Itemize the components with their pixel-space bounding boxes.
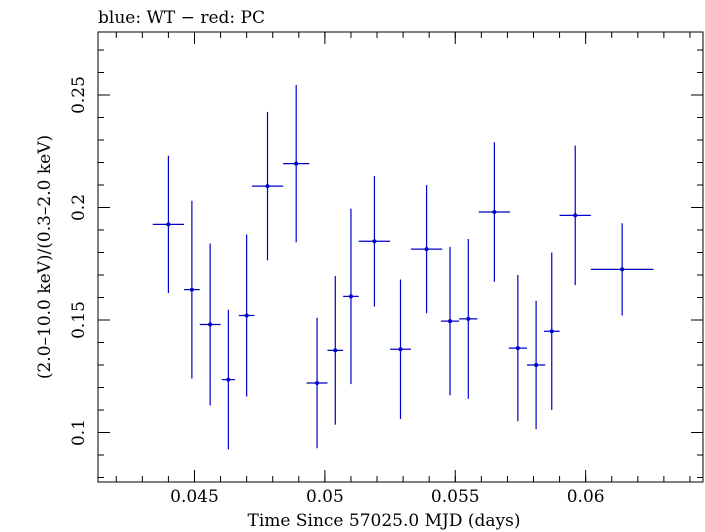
point-marker [226, 377, 231, 382]
data-point [390, 279, 411, 419]
data-point [327, 276, 344, 425]
data-series [152, 84, 654, 450]
point-marker [208, 322, 213, 327]
point-marker [294, 161, 299, 166]
point-marker [424, 247, 429, 252]
data-point [526, 300, 546, 430]
y-tick-label: 0.15 [69, 301, 89, 339]
point-marker [549, 329, 554, 334]
x-tick-label: 0.06 [567, 487, 605, 507]
axis-ticks [98, 32, 703, 482]
x-axis-label: Time Since 57025.0 MJD (days) [248, 511, 521, 531]
series-wt [152, 84, 654, 450]
point-marker [189, 287, 194, 292]
y-tick-label: 0.25 [69, 76, 89, 114]
data-point [478, 142, 511, 282]
point-marker [466, 316, 471, 321]
x-tick-label: 0.05 [306, 487, 344, 507]
point-marker [348, 294, 353, 299]
x-tick-label: 0.045 [170, 487, 219, 507]
data-point [559, 145, 591, 286]
data-point [590, 223, 654, 316]
data-point [358, 176, 391, 307]
point-marker [166, 222, 171, 227]
plot-frame [97, 31, 704, 483]
data-point [410, 185, 443, 314]
axis-tick-labels: 0.045 0.05 0.055 0.06 0.1 0.15 0.2 0.25 [69, 76, 605, 507]
y-tick-label: 0.1 [69, 419, 89, 446]
point-marker [244, 313, 249, 318]
point-marker [333, 348, 338, 353]
y-tick-label: 0.2 [69, 194, 89, 221]
point-marker [372, 239, 377, 244]
x-tick-label: 0.055 [431, 487, 480, 507]
data-point [221, 309, 235, 450]
data-point [238, 234, 255, 397]
data-point [251, 111, 284, 261]
data-point [184, 200, 200, 379]
data-point [283, 84, 310, 243]
data-point [199, 243, 221, 406]
data-point [152, 155, 185, 293]
point-marker [315, 381, 320, 385]
point-marker [448, 319, 453, 324]
data-point [459, 239, 478, 399]
data-point [440, 246, 460, 396]
data-point [343, 208, 359, 385]
point-marker [398, 347, 403, 352]
data-point [508, 275, 527, 422]
point-marker [620, 267, 625, 272]
point-marker [515, 346, 520, 351]
chart-title: blue: WT − red: PC [98, 8, 265, 28]
data-point [306, 317, 328, 449]
point-marker [534, 363, 539, 367]
point-marker [492, 210, 497, 214]
point-marker [265, 184, 270, 189]
y-axis-label: (2.0–10.0 keV)/(0.3–2.0 keV) [35, 135, 55, 379]
point-marker [573, 213, 578, 218]
data-point [543, 252, 560, 410]
